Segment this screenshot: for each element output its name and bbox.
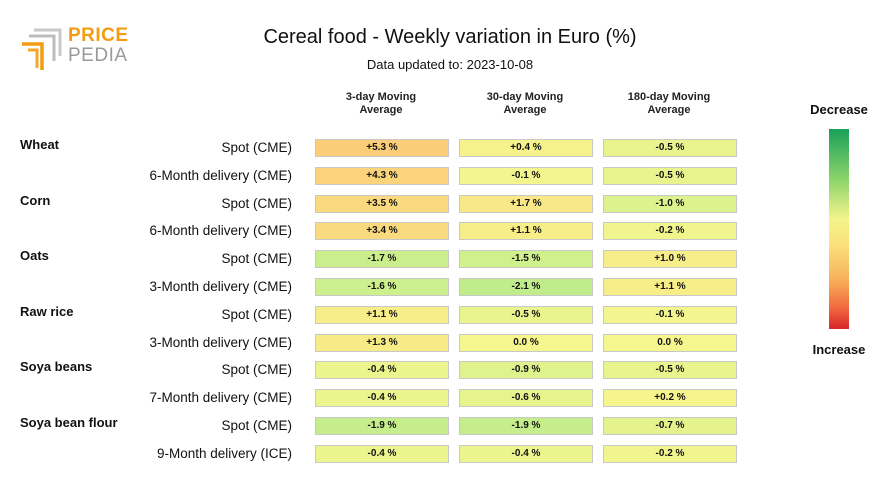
- row-label: 9-Month delivery (ICE): [156, 445, 292, 461]
- value-cell: +4.3 %: [315, 166, 449, 185]
- value-cell: -2.1 %: [459, 278, 593, 296]
- value-cell: +1.0 %: [603, 250, 737, 269]
- legend-color-bar: [829, 129, 849, 329]
- value-cell: -1.9 %: [315, 417, 449, 435]
- legend-decrease-label: Decrease: [810, 102, 868, 117]
- row-label: 6-Month delivery (CME): [149, 223, 292, 239]
- value-cell: 0.0 %: [603, 333, 737, 352]
- column-header-line: 180-day Moving: [627, 91, 711, 103]
- value-cell: -1.9 %: [459, 417, 593, 435]
- value-cell: -1.6 %: [315, 278, 449, 296]
- column-header-line: Average: [503, 104, 547, 116]
- value-cell: -0.7 %: [603, 417, 737, 435]
- value-cell: +0.2 %: [603, 389, 737, 408]
- group-label: Wheat: [20, 137, 59, 152]
- value-cell: +3.5 %: [315, 194, 449, 213]
- value-cell: -0.6 %: [459, 389, 593, 408]
- value-cell: +1.1 %: [603, 278, 737, 296]
- value-cell: +0.4 %: [459, 139, 593, 157]
- value-cell: -0.1 %: [459, 166, 593, 185]
- group-label: Raw rice: [20, 303, 74, 319]
- logo-word-pedia: PEDIA: [68, 45, 128, 66]
- value-cell: -0.5 %: [603, 166, 737, 185]
- value-cell: -0.5 %: [603, 139, 737, 157]
- row-label: Spot (CME): [221, 140, 292, 155]
- value-cell: +1.1 %: [459, 222, 593, 241]
- value-cell: -0.4 %: [315, 361, 449, 380]
- column-header-2: 30-day Moving Average: [458, 91, 592, 117]
- group-label: Oats: [20, 248, 49, 264]
- value-cell: +3.4 %: [315, 222, 449, 241]
- row-label: Spot (CME): [221, 251, 292, 267]
- value-cell: -0.4 %: [315, 389, 449, 408]
- logo-word-price: PRICE: [68, 25, 129, 46]
- value-cell: -0.4 %: [459, 444, 593, 463]
- logo-text: PRICE PEDIA: [68, 26, 129, 65]
- value-cell: -0.2 %: [603, 444, 737, 463]
- group-label: Soya bean flour: [20, 415, 118, 430]
- value-cell: -1.5 %: [459, 250, 593, 269]
- row-label: Spot (CME): [221, 418, 292, 433]
- chart-title: Cereal food - Weekly variation in Euro (…: [263, 26, 637, 48]
- value-cell: -0.9 %: [459, 361, 593, 380]
- value-cell: +1.3 %: [315, 333, 449, 352]
- row-label: Spot (CME): [221, 362, 292, 378]
- row-label: 3-Month delivery (CME): [149, 279, 292, 294]
- column-header-line: 3-day Moving: [345, 91, 417, 103]
- logo-mark-icon: [22, 28, 62, 70]
- value-cell: +1.1 %: [315, 305, 449, 324]
- group-label: Corn: [20, 192, 51, 208]
- value-cell: -1.0 %: [603, 194, 737, 213]
- chart-subtitle: Data updated to: 2023-10-08: [366, 57, 534, 72]
- column-header-3: 180-day Moving Average: [602, 91, 736, 117]
- value-cell: -0.1 %: [603, 305, 737, 324]
- row-label: Spot (CME): [221, 306, 292, 322]
- value-cell: -0.5 %: [459, 305, 593, 324]
- value-cell: 0.0 %: [459, 333, 593, 352]
- value-cell: -0.2 %: [603, 222, 737, 241]
- value-cell: +5.3 %: [315, 139, 449, 157]
- column-header-line: Average: [359, 104, 403, 116]
- row-label: 3-Month delivery (CME): [149, 334, 292, 350]
- legend-increase-label: Increase: [812, 342, 866, 357]
- value-cell: +1.7 %: [459, 194, 593, 213]
- row-label: Spot (CME): [221, 195, 292, 211]
- row-label: 7-Month delivery (CME): [149, 390, 292, 406]
- pricepedia-logo: PRICE PEDIA: [20, 26, 130, 74]
- group-label: Soya beans: [20, 359, 93, 375]
- column-header-line: 30-day Moving: [486, 91, 564, 103]
- value-cell: -0.5 %: [603, 361, 737, 380]
- column-header-1: 3-day Moving Average: [314, 91, 448, 117]
- row-label: 6-Month delivery (CME): [149, 167, 292, 183]
- value-cell: -0.4 %: [315, 444, 449, 463]
- column-header-line: Average: [647, 104, 691, 116]
- value-cell: -1.7 %: [315, 250, 449, 269]
